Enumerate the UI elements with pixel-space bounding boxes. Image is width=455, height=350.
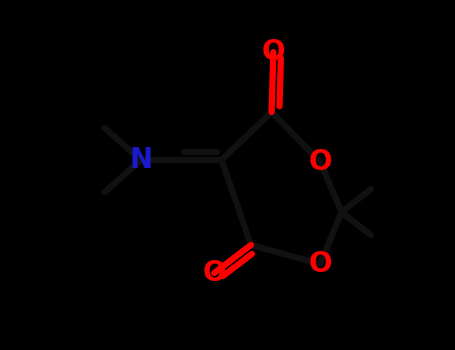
Text: O: O: [308, 148, 332, 176]
Text: N: N: [130, 146, 152, 174]
Text: O: O: [262, 38, 285, 66]
Text: O: O: [202, 259, 226, 287]
Text: O: O: [308, 250, 332, 278]
